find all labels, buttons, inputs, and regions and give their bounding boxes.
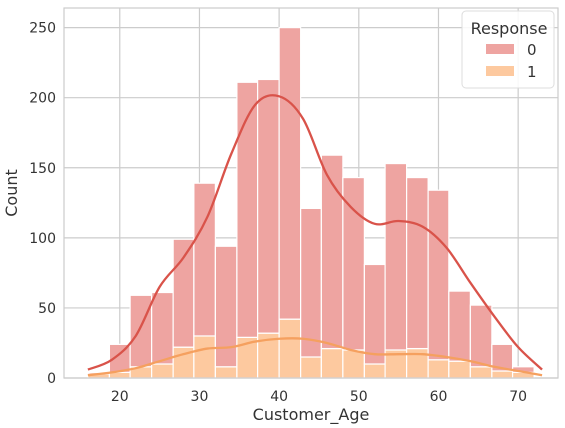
bar-response-1 [300, 356, 322, 379]
bar-response-1 [363, 363, 386, 379]
bar-response-0 [257, 78, 280, 334]
kde-line-0 [87, 94, 543, 371]
legend-swatch-0 [486, 44, 514, 54]
x-tick-label: 50 [350, 389, 368, 405]
bar-response-1 [278, 318, 302, 379]
bar-response-1 [491, 370, 514, 379]
legend-label-0: 0 [527, 41, 537, 59]
bar-response-0 [384, 162, 408, 351]
y-tick-label: 100 [29, 231, 56, 247]
x-tick-label: 20 [111, 389, 129, 405]
bar-response-0 [406, 176, 429, 350]
y-tick-label: 250 [29, 21, 56, 37]
bar-response-0 [491, 343, 514, 372]
bar-response-1 [427, 359, 450, 379]
bar-response-0 [300, 207, 322, 358]
bar-response-0 [448, 290, 471, 362]
bar-response-1 [214, 366, 238, 379]
bar-response-1 [151, 363, 174, 379]
bar-response-0 [427, 189, 450, 361]
bar-response-1 [448, 360, 471, 379]
bar-response-1 [320, 347, 344, 379]
bar-response-0 [469, 304, 493, 368]
bar-response-1 [342, 349, 365, 379]
ticks-layer: 20 30 40 50 60 70 0 50 100 150 200 250 [29, 21, 527, 405]
bar-response-0 [129, 294, 153, 368]
y-axis-label: Count [2, 169, 21, 217]
bar-response-0 [278, 27, 302, 320]
bar-response-0 [236, 81, 259, 338]
kde-layer [87, 94, 543, 377]
x-tick-label: 40 [270, 389, 288, 405]
x-tick-label: 60 [430, 389, 448, 405]
bar-response-0 [151, 291, 174, 365]
x-axis-label: Customer_Age [253, 405, 370, 425]
y-tick-label: 0 [47, 371, 56, 387]
x-tick-label: 70 [509, 389, 527, 405]
legend: Response 0 1 [461, 10, 555, 89]
bar-response-1 [193, 335, 216, 379]
y-tick-label: 50 [38, 301, 56, 317]
x-tick-label: 30 [191, 389, 209, 405]
y-tick-label: 150 [29, 161, 56, 177]
bar-response-0 [363, 263, 386, 365]
legend-label-1: 1 [527, 63, 537, 81]
plot-frame [63, 7, 559, 379]
bar-response-1 [469, 366, 493, 379]
bars-layer [87, 27, 535, 379]
legend-swatch-1 [486, 66, 514, 76]
y-tick-label: 200 [29, 91, 56, 107]
kde-line-1 [87, 337, 543, 377]
legend-title: Response [471, 19, 548, 38]
